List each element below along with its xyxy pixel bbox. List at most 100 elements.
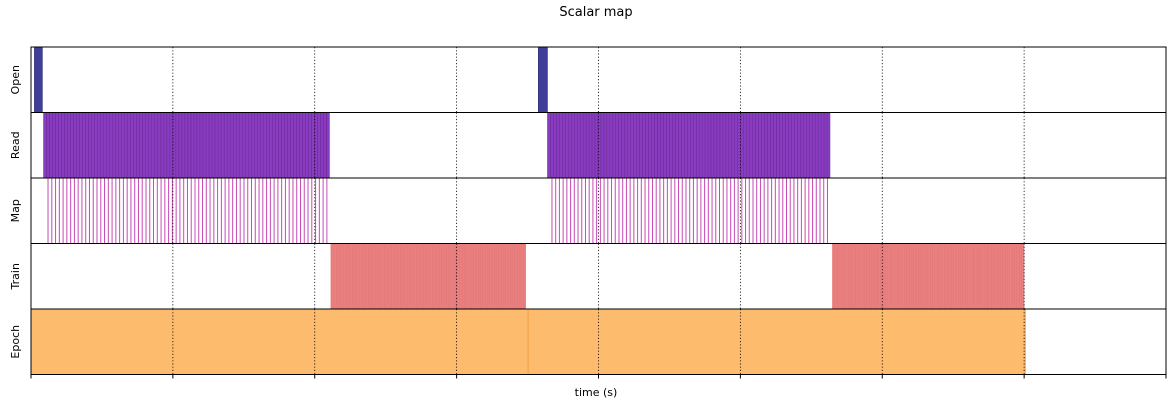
read-bar: [305, 112, 309, 179]
read-bar: [139, 112, 144, 179]
train-bar: [460, 243, 463, 310]
read-bar: [208, 112, 213, 179]
read-bar: [121, 112, 125, 179]
train-bar: [908, 243, 911, 310]
read-bar: [103, 112, 107, 179]
train-bar: [865, 243, 868, 310]
train-bar: [976, 243, 979, 310]
read-bar: [669, 112, 673, 179]
read-bar: [749, 112, 753, 179]
x-axis-label: time (s): [575, 386, 618, 399]
read-bar: [701, 112, 706, 179]
read-bar: [214, 112, 219, 179]
train-bar: [985, 243, 988, 310]
read-bar: [609, 112, 614, 179]
read-bar: [657, 112, 661, 179]
read-bar: [260, 112, 264, 179]
train-bar: [410, 243, 413, 310]
train-bar: [962, 243, 965, 310]
train-bar: [468, 243, 471, 310]
read-bar: [70, 112, 74, 179]
read-bar: [229, 112, 234, 179]
train-bar: [341, 243, 344, 310]
read-bar: [217, 112, 222, 179]
read-bar: [49, 112, 53, 179]
train-bar: [515, 243, 518, 310]
train-bar: [463, 243, 466, 310]
read-bar: [719, 112, 724, 179]
train-bar: [426, 243, 429, 310]
read-bar: [806, 112, 810, 179]
read-bar: [633, 112, 637, 179]
read-bar: [76, 112, 80, 179]
train-bar: [982, 243, 985, 310]
read-bar: [302, 112, 306, 179]
train-bar: [419, 243, 422, 310]
train-bar: [342, 243, 345, 310]
train-bar: [507, 243, 511, 310]
read-bar: [767, 112, 771, 179]
read-bar: [779, 112, 783, 179]
read-bar: [239, 112, 243, 179]
train-bar: [335, 243, 338, 310]
train-bar: [394, 243, 397, 310]
read-bar: [794, 112, 798, 179]
train-bar: [385, 243, 388, 310]
read-bar: [82, 112, 86, 179]
read-bar: [800, 112, 804, 179]
read-bar: [94, 112, 98, 179]
read-bar: [588, 112, 593, 179]
train-bar: [964, 243, 967, 310]
train-bar: [369, 243, 372, 310]
read-bar: [675, 112, 679, 179]
train-bar: [961, 243, 964, 310]
train-bar: [978, 243, 981, 310]
read-bar: [88, 112, 92, 179]
read-bar: [43, 112, 47, 179]
read-bar: [713, 112, 718, 179]
train-bar: [493, 243, 496, 310]
read-bar: [559, 112, 563, 179]
train-bar: [373, 243, 376, 310]
read-bar: [67, 112, 71, 179]
train-bar: [847, 243, 850, 310]
train-bar: [891, 243, 894, 310]
train-bar: [346, 243, 349, 310]
read-bar: [115, 112, 119, 179]
train-bar: [832, 243, 835, 310]
read-bar: [814, 112, 819, 179]
read-bar: [275, 112, 279, 179]
train-bar: [1011, 243, 1014, 310]
train-bar: [490, 243, 493, 310]
train-bar: [520, 243, 523, 310]
train-bar: [833, 243, 836, 310]
train-bar: [474, 243, 477, 310]
train-bar: [844, 243, 847, 310]
read-bar: [133, 112, 137, 179]
read-bar: [666, 112, 670, 179]
read-bar: [627, 112, 631, 179]
train-bar: [357, 243, 360, 310]
train-bar: [495, 243, 498, 310]
read-bar: [257, 112, 261, 179]
read-bar: [242, 112, 246, 179]
read-bar: [746, 112, 750, 179]
train-bar: [912, 243, 915, 310]
read-bar: [55, 112, 59, 179]
read-bar: [678, 112, 682, 179]
train-bar: [506, 243, 509, 310]
train-bar: [488, 243, 491, 310]
train-bar: [330, 243, 333, 310]
train-bar: [334, 243, 337, 310]
read-bar: [565, 112, 569, 179]
read-bar: [716, 112, 721, 179]
train-bar: [879, 243, 882, 310]
train-bar: [863, 243, 866, 310]
read-bar: [97, 112, 101, 179]
train-bar: [872, 243, 875, 310]
train-bar: [518, 243, 521, 310]
read-bar: [205, 112, 210, 179]
train-bar: [332, 243, 335, 310]
row-label: Epoch: [9, 325, 22, 359]
read-bar: [211, 112, 216, 179]
